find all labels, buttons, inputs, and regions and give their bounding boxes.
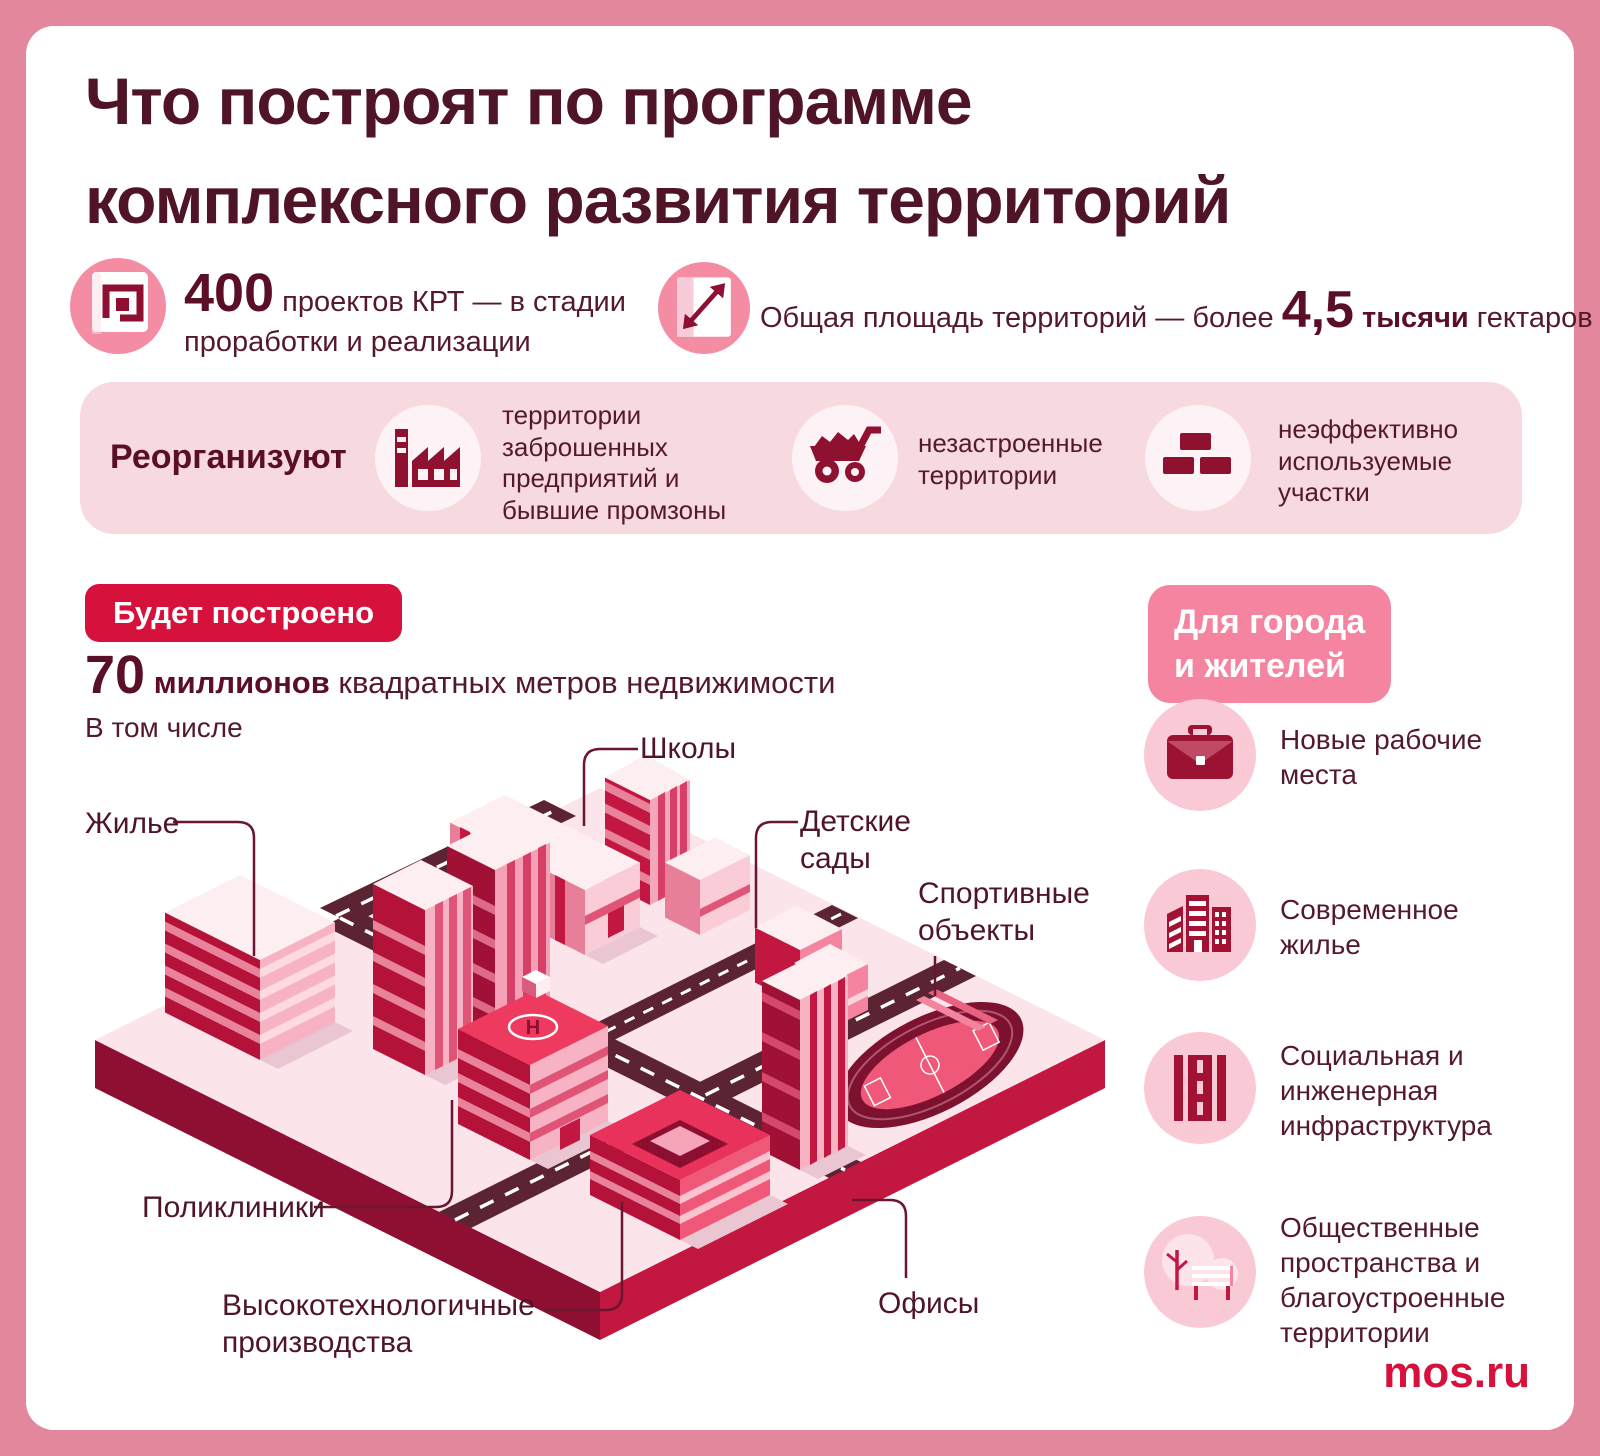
built-total: 70 миллионов квадратных метров недвижимо…	[85, 648, 835, 702]
bleachers	[916, 996, 986, 1031]
benefits-badge-line1: Для города	[1174, 603, 1366, 641]
page-title: Что построят по программе комплексного р…	[85, 52, 1515, 250]
map-label-sports: Спортивные объекты	[918, 877, 1090, 947]
mos-ru-logo[interactable]: mos.ru	[1383, 1348, 1530, 1397]
label-connectors	[173, 747, 937, 1312]
map-label-kindergartens: Детские сады	[800, 805, 911, 875]
stat-projects: 400 проектов КРТ — в стадии проработки и…	[184, 266, 654, 362]
page-title-line1: Что построят по программе	[85, 64, 973, 138]
benefit-item-1: Новые рабочие места	[1280, 724, 1483, 790]
briefcase-icon	[1144, 699, 1256, 811]
city-illustration: H	[70, 698, 1115, 1443]
hospital-building: H	[458, 970, 608, 1160]
map-label-clinics: Поликлиники	[142, 1191, 325, 1224]
stat-area-value: 4,5	[1281, 281, 1354, 339]
benefit-item-2: Современное жилье	[1280, 894, 1459, 960]
reorganize-item-1: территории заброшенных предприятий и быв…	[502, 400, 727, 526]
stat-projects-text: проектов КРТ — в стадии проработки и реа…	[184, 286, 626, 359]
map-label-hightech: Высокотехнологичные производства	[222, 1289, 535, 1359]
map-label-offices: Офисы	[878, 1287, 980, 1320]
office-tower	[762, 957, 848, 1170]
benefit-item-4: Общественные пространства и благоустроен…	[1280, 1212, 1506, 1348]
benefits-badge-line2: и жителей	[1174, 647, 1346, 686]
factory-icon	[375, 405, 481, 511]
reorganize-item-2: незастроенные территории	[918, 428, 1103, 490]
helipad-h: H	[526, 1017, 540, 1039]
stat-area-suffix: гектаров	[1476, 302, 1593, 334]
courtyard-building	[590, 1090, 770, 1240]
built-unit: миллионов	[153, 665, 330, 700]
stat-area-unit: тысячи	[1362, 302, 1469, 334]
stat-projects-value: 400	[184, 263, 275, 323]
bricks-icon	[1145, 405, 1251, 511]
wheelbarrow-icon	[792, 405, 898, 511]
built-text: квадратных метров недвижимости	[338, 665, 836, 700]
isometric-city: H	[95, 747, 1105, 1340]
stadium	[836, 1001, 1024, 1129]
tower-building-2	[373, 860, 473, 1075]
stat-area: Общая площадь территорий — более 4,5 тыс…	[760, 281, 1593, 339]
residential-building	[165, 875, 335, 1060]
site-plan-icon	[70, 258, 166, 354]
road-icon	[1144, 1032, 1256, 1144]
buildings-icon	[1144, 869, 1256, 981]
reorganize-item-3: неэффективно используемые участки	[1278, 414, 1459, 508]
including-label: В том числе	[85, 712, 243, 743]
benefits-badge: Для города и жителей	[1148, 585, 1392, 704]
benefit-item-3: Социальная и инженерная инфраструктура	[1280, 1040, 1492, 1141]
reorganize-label: Реорганизуют	[110, 438, 347, 476]
map-label-housing: Жилье	[85, 807, 180, 840]
page-title-line2: комплексного развития территорий	[85, 163, 1231, 237]
stat-area-prefix: Общая площадь территорий — более	[760, 302, 1274, 334]
park-icon	[1144, 1216, 1256, 1328]
built-badge: Будет построено	[85, 584, 403, 642]
map-label-schools: Школы	[640, 732, 737, 765]
built-value: 70	[85, 645, 146, 705]
area-icon	[658, 262, 750, 354]
